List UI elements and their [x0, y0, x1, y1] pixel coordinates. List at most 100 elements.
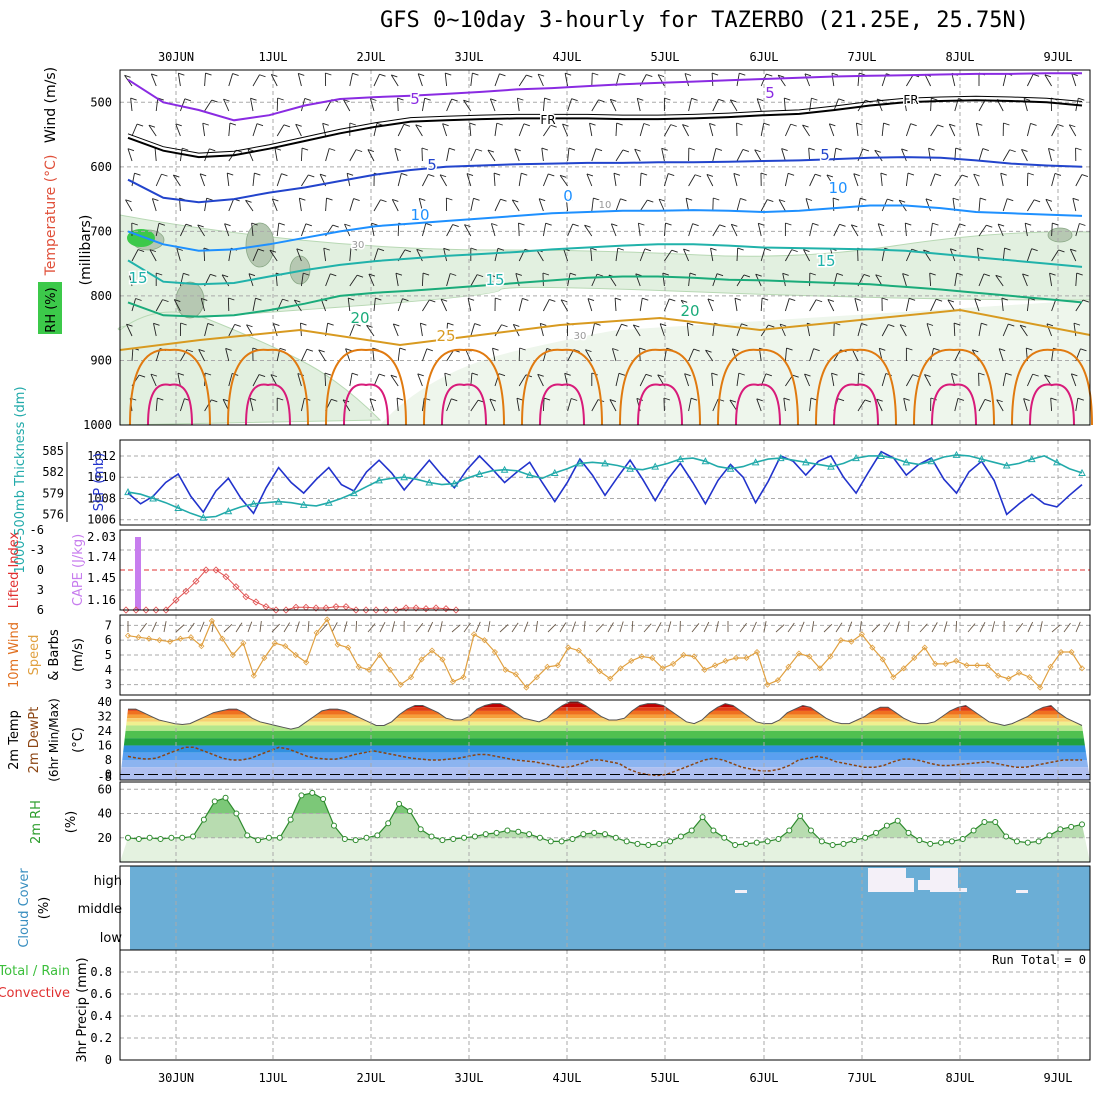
- wind-barb-flag: [399, 347, 406, 351]
- wind-barb: [1000, 173, 1004, 187]
- wind-speed-marker: [795, 650, 803, 657]
- wind-barb-flag: [526, 74, 533, 78]
- wind-barb-flag: [514, 148, 521, 152]
- wind-barb: [204, 148, 210, 162]
- wind-barb-flag: [211, 399, 218, 403]
- wind-speed-marker: [848, 638, 855, 645]
- wind-barb: [827, 299, 835, 312]
- wind-barb-flag: [126, 323, 133, 327]
- wind-barb-10m: [571, 621, 577, 633]
- x-tick-label-top: 6JUL: [750, 50, 779, 64]
- wind-barb: [1001, 298, 1004, 312]
- wind-barb: [975, 123, 980, 137]
- wind-barb-flag: [664, 97, 671, 101]
- wind-barb-flag: [858, 72, 866, 76]
- thickness-marker: [124, 488, 132, 496]
- wind-barb: [366, 325, 375, 337]
- wind-barb-flag: [500, 198, 507, 202]
- wind-speed-marker: [712, 662, 719, 669]
- dewpoint-line: [127, 746, 1082, 777]
- rh-marker: [840, 840, 847, 847]
- wind-speed-marker: [271, 640, 278, 647]
- wind-barb: [518, 173, 522, 187]
- lifted-index-marker: [442, 605, 450, 613]
- wind-speed-marker: [942, 660, 949, 667]
- wind-barb-10m: [247, 621, 253, 633]
- wind-barb-10m: [511, 622, 519, 633]
- wind-barb-flag: [851, 224, 858, 228]
- wind-barb: [659, 323, 665, 337]
- wind-barb-flag: [209, 148, 216, 152]
- temp-band: [120, 760, 1090, 768]
- wind-barb-flag: [569, 272, 577, 276]
- wind-speed-marker: [722, 657, 729, 664]
- wind-barb: [155, 98, 159, 112]
- wind-barb: [804, 73, 811, 87]
- cloud-patch: [735, 890, 747, 893]
- wind-barb-flag: [660, 323, 667, 327]
- wind-barb-flag: [308, 174, 315, 178]
- wind-barb: [809, 174, 816, 187]
- wind-barb: [777, 74, 786, 87]
- wind-barb-flag: [245, 199, 252, 203]
- wind-barb: [515, 273, 520, 287]
- wind-barb: [563, 248, 569, 262]
- wind-barb: [1002, 198, 1008, 212]
- panel-wind-frame: [119, 614, 1091, 696]
- wind-barb-flag: [804, 373, 811, 377]
- thickness-marker: [199, 513, 208, 521]
- wind-barb: [639, 199, 648, 212]
- y-tick-label-rh: 20: [98, 831, 112, 845]
- wind-barb: [369, 98, 375, 112]
- wind-barb-flag: [1027, 172, 1034, 176]
- wind-barb: [1051, 249, 1059, 262]
- lifted-index-marker: [232, 583, 240, 591]
- wind-barb: [948, 124, 956, 137]
- wind-barb-flag: [903, 397, 910, 401]
- wind-barb-flag: [344, 223, 351, 227]
- wind-barb-flag: [743, 274, 751, 278]
- wind-barb: [177, 373, 181, 387]
- wind-barb-flag: [878, 223, 885, 227]
- y-tick-label-temp: 24: [98, 724, 112, 738]
- contour-arch-pink: [245, 383, 291, 426]
- wind-barb-flag: [380, 199, 387, 203]
- wind-barb: [1024, 223, 1028, 237]
- wind-barb: [930, 124, 938, 137]
- wind-barb: [511, 199, 520, 212]
- wind-barb-flag: [522, 297, 529, 301]
- wind-barb-flag: [345, 348, 352, 352]
- temp-band: [120, 767, 1090, 780]
- wind-barb-flag: [1021, 148, 1028, 152]
- wind-barb-flag: [598, 99, 605, 103]
- wind-barb-flag: [305, 223, 312, 227]
- wind-barb-flag: [804, 73, 812, 77]
- wind-barb-10m: [499, 624, 509, 633]
- wind-barb-10m: [847, 621, 853, 633]
- wind-barb: [833, 224, 840, 237]
- wind-speed-marker: [680, 651, 687, 659]
- wind-barb-flag: [304, 98, 311, 101]
- wind-barb-flag: [259, 74, 266, 78]
- wind-barb-flag: [711, 72, 719, 76]
- wind-barb: [1026, 248, 1033, 262]
- wind-barb-flag: [540, 322, 547, 326]
- wind-barb: [880, 173, 883, 187]
- wind-barb-flag: [883, 122, 890, 126]
- wind-barb-10m: [643, 623, 652, 633]
- lifted-index-marker: [202, 566, 210, 574]
- wind-barb-flag: [718, 98, 725, 102]
- wind-barb-flag: [586, 173, 594, 177]
- rh-band: [120, 792, 1090, 814]
- wind-barb-flag: [619, 73, 626, 76]
- wind-barb-flag: [463, 99, 470, 103]
- thickness-marker: [350, 489, 358, 497]
- wind-barb-flag: [955, 147, 962, 151]
- wind-barb-flag: [185, 223, 193, 227]
- wind-barb-flag: [186, 349, 194, 353]
- wind-barb-10m: [931, 622, 938, 633]
- wind-barb-flag: [590, 247, 597, 251]
- rh-marker: [807, 827, 814, 834]
- contour-label: 20: [680, 302, 699, 320]
- wind-barb-10m: [151, 621, 157, 633]
